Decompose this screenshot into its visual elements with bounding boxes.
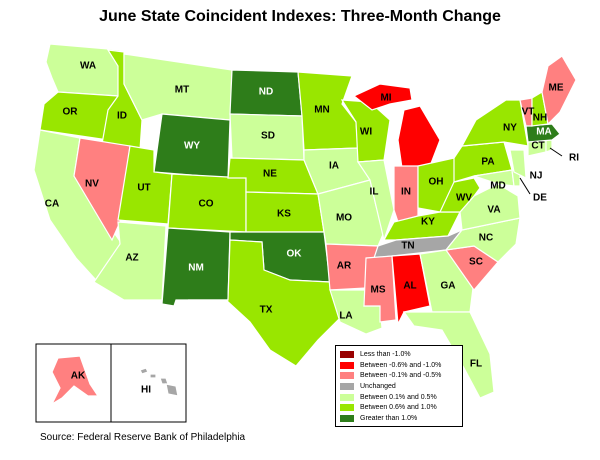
state-label-la: LA [339,311,352,322]
legend-label: Between 0.1% and 0.5% [360,393,437,401]
state-me[interactable] [541,55,577,126]
state-label-ok: OK [287,249,303,260]
legend-item: Between 0.1% and 0.5% [340,392,458,403]
state-label-de: DE [533,193,547,204]
state-label-ky: KY [421,217,435,228]
state-label-me: ME [549,83,564,94]
state-label-nv: NV [85,179,99,190]
legend-item: Greater than 1.0% [340,413,458,424]
state-label-ia: IA [329,161,339,172]
state-nv[interactable] [73,137,131,242]
state-label-wi: WI [360,127,372,138]
state-label-pa: PA [481,157,494,168]
states-layer [33,43,577,399]
state-label-sd: SD [261,131,275,142]
legend-swatch [340,414,354,422]
state-ga[interactable] [419,249,475,313]
hawaii-inset-frame [110,343,187,423]
state-label-nd: ND [259,87,273,98]
state-label-ne: NE [263,169,277,180]
state-label-nj: NJ [530,171,543,182]
state-label-wy: WY [184,141,200,152]
state-label-nh: NH [533,113,547,124]
state-label-mn: MN [314,105,330,116]
legend-swatch [340,350,354,358]
state-ak[interactable] [50,355,100,406]
state-hi[interactable] [139,367,179,397]
state-label-co: CO [199,199,214,210]
state-label-al: AL [403,281,416,292]
state-label-tx: TX [260,305,273,316]
state-nj[interactable] [509,149,527,180]
state-ri[interactable] [545,139,553,153]
state-label-ri: RI [569,153,579,164]
state-label-wa: WA [80,61,96,72]
state-label-hi: HI [141,385,151,396]
state-label-ak: AK [71,371,86,382]
ri-leader-line [549,147,563,157]
state-label-ga: GA [441,281,456,292]
state-label-id: ID [117,111,127,122]
state-label-or: OR [63,107,79,118]
legend-swatch [340,382,354,390]
state-tx[interactable] [188,239,341,367]
state-label-ma: MA [536,127,552,138]
state-label-wv: WV [456,193,472,204]
state-label-sc: SC [469,257,483,268]
state-label-mo: MO [336,213,352,224]
legend-item: Between -0.6% and -1.0% [340,360,458,371]
state-label-md: MD [490,181,506,192]
state-az[interactable] [93,221,167,301]
state-label-fl: FL [470,359,482,370]
state-label-ca: CA [45,199,59,210]
state-label-vt: VT [522,107,535,118]
legend-item: Between 0.6% and 1.0% [340,402,458,413]
state-mi-upper[interactable] [352,83,413,111]
legend-swatch [340,404,354,412]
legend-item: Less than -1.0% [340,349,458,360]
de-leader-line [519,177,531,195]
state-label-in: IN [401,187,411,198]
legend: Less than -1.0% Between -0.6% and -1.0% … [335,345,463,427]
state-label-nm: NM [188,263,204,274]
legend-swatch [340,393,354,401]
state-label-ms: MS [371,285,386,296]
state-label-mi: MI [380,93,391,104]
state-ny[interactable] [460,99,529,147]
legend-label: Between -0.6% and -1.0% [360,361,442,369]
state-label-ct: CT [531,141,544,152]
state-label-ut: UT [137,183,150,194]
state-label-tn: TN [401,241,414,252]
state-label-az: AZ [125,253,138,264]
legend-label: Between -0.1% and -0.5% [360,372,442,380]
legend-swatch [340,361,354,369]
legend-label: Less than -1.0% [360,350,411,358]
state-label-ny: NY [503,123,517,134]
state-label-il: IL [370,187,379,198]
legend-label: Unchanged [360,382,396,390]
state-label-oh: OH [429,177,444,188]
legend-item: Unchanged [340,381,458,392]
state-label-ks: KS [277,209,291,220]
map-title: June State Coincident Indexes: Three-Mon… [99,8,501,25]
source-note: Source: Federal Reserve Bank of Philadel… [40,432,246,443]
legend-label: Between 0.6% and 1.0% [360,404,437,412]
legend-swatch [340,372,354,380]
state-label-mt: MT [175,85,189,96]
legend-label: Greater than 1.0% [360,414,418,422]
state-al[interactable] [391,253,431,327]
labels-layer: WA OR CA ID NV MT WY UT AZ CO NM ND SD NE KS OK TX MN IA MO… [45,61,579,396]
state-label-nc: NC [479,233,493,244]
state-label-va: VA [487,205,500,216]
state-fl[interactable] [402,311,495,399]
state-mi-lower[interactable] [397,105,441,169]
legend-item: Between -0.1% and -0.5% [340,370,458,381]
state-label-ar: AR [337,261,352,272]
